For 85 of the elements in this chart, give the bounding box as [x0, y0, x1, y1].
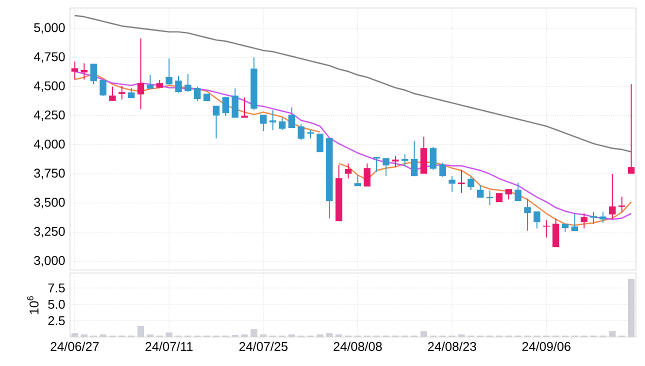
candlestick [448, 176, 456, 192]
candlestick [184, 74, 192, 92]
bar [609, 331, 616, 337]
candlestick [212, 106, 220, 139]
candlestick [439, 162, 446, 178]
candlestick [430, 146, 437, 171]
candlestick [505, 188, 512, 200]
y-tick-label: 4,500 [34, 81, 65, 92]
candlestick [392, 156, 399, 168]
candlestick [232, 88, 238, 118]
bar [71, 333, 78, 337]
candlestick [316, 134, 324, 152]
candlestick [137, 38, 144, 110]
candlestick [128, 87, 135, 98]
bar [326, 333, 333, 337]
candlestick [109, 86, 116, 102]
candlestick [580, 212, 588, 229]
bar [146, 334, 154, 337]
candlestick [269, 110, 276, 131]
candlestick [402, 154, 408, 167]
candlestick [166, 58, 172, 85]
candlestick [175, 76, 182, 94]
y-tick-label: 4,750 [34, 52, 65, 63]
y-tick-label: 5,000 [34, 23, 65, 34]
candlestick [354, 174, 362, 186]
candlestick [222, 96, 230, 117]
candlestick [298, 124, 304, 141]
candlestick [241, 96, 248, 118]
y-tick-label: 4,250 [34, 110, 65, 121]
y-tick-label: 2.5 [48, 316, 65, 326]
x-tick-label: 24/09/06 [522, 342, 570, 351]
x-tick-label: 24/08/08 [334, 342, 382, 351]
y-tick-label: 3,250 [34, 226, 65, 238]
candlestick [476, 184, 484, 198]
candlestick [80, 62, 88, 80]
candlestick [618, 196, 626, 212]
bar [458, 334, 465, 337]
y-tick-label: 3,750 [34, 168, 65, 180]
y-axis-title: 10$^{6}$ [27, 296, 39, 314]
bar [166, 332, 172, 337]
candlestick [118, 86, 126, 100]
candlestick [382, 158, 390, 177]
x-tick-label: 24/07/25 [239, 342, 288, 351]
candlestick [410, 140, 418, 176]
bar [420, 331, 428, 337]
candlestick [524, 198, 531, 232]
candlestick [571, 212, 578, 232]
x-tick-label: 24/06/27 [50, 342, 99, 351]
candlestick [590, 211, 597, 225]
x-tick-label: 24/07/11 [146, 342, 193, 351]
bar [80, 334, 88, 337]
candlestick [146, 74, 154, 89]
candlestick [288, 106, 296, 128]
candlestick [552, 218, 560, 248]
candlestick [260, 114, 267, 132]
bar [137, 326, 144, 337]
bar [100, 334, 106, 337]
bar [288, 334, 295, 337]
candlestick [344, 162, 352, 179]
candlestick [90, 64, 97, 85]
candlestick [609, 174, 616, 219]
x-tick-label: 24/08/23 [428, 342, 476, 351]
y-tick-label: 5.0 [48, 300, 65, 309]
candlestick [364, 162, 371, 187]
candlestick [628, 84, 635, 174]
candlestick [278, 116, 286, 131]
y-tick-label: 3,500 [34, 198, 65, 208]
candlestick [600, 211, 606, 224]
bar [628, 278, 635, 337]
y-tick-label: 7.5 [48, 284, 65, 292]
candlestick [194, 86, 201, 102]
bar [250, 329, 258, 337]
candlestick [468, 176, 474, 191]
y-tick-label: 4,000 [34, 140, 65, 150]
bar [316, 334, 324, 337]
candlestick [458, 170, 465, 194]
bar [260, 334, 267, 337]
candlestick [373, 156, 380, 172]
bar [336, 334, 342, 337]
candlestick [514, 182, 522, 202]
candlestick [71, 61, 78, 80]
candlestick [100, 79, 106, 96]
candlestick [534, 211, 540, 229]
bar [241, 334, 248, 337]
y-tick-label: 3,000 [34, 256, 65, 266]
